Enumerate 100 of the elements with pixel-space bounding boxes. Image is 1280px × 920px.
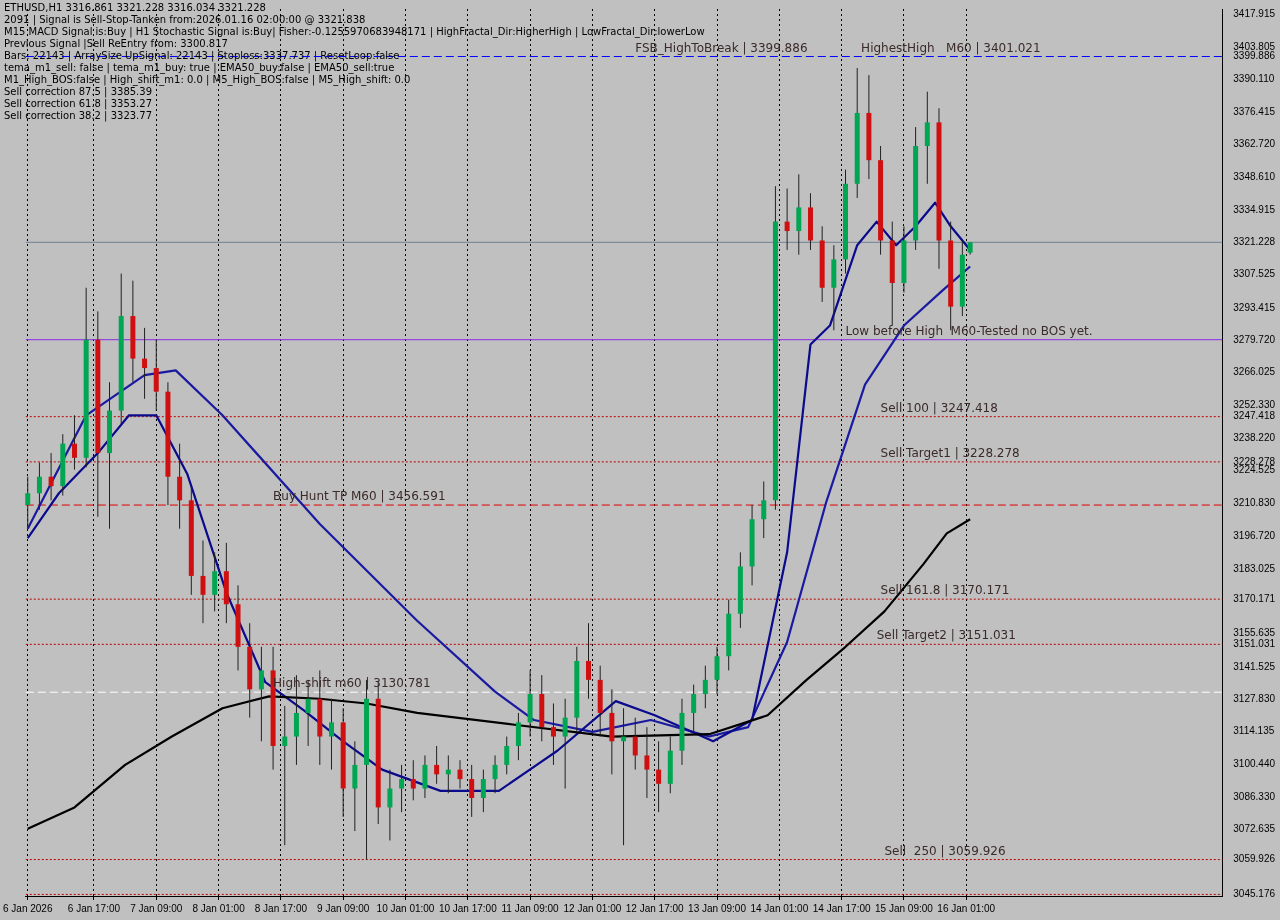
candlestick — [492, 754, 498, 794]
annotation: Sell Target2 | 3151.031 — [876, 628, 1016, 643]
candlestick — [258, 646, 264, 742]
annotation: ETHUSD,H1 3316.861 3321.228 3316.034 3321.228 — [4, 2, 267, 14]
x-tick-label: 9 Jan 09:00 — [317, 902, 370, 914]
y-tick-label: 3252.330 — [1233, 398, 1276, 410]
candlestick — [632, 717, 638, 771]
candlestick — [796, 173, 802, 256]
y-tick-label: 3127.830 — [1233, 692, 1276, 704]
x-tick-label: 12 Jan 01:00 — [563, 902, 622, 914]
x-tick-label: 13 Jan 09:00 — [688, 902, 747, 914]
y-tick-label: 3196.720 — [1233, 530, 1276, 542]
x-tick-label: 10 Jan 17:00 — [438, 902, 498, 914]
candlestick — [328, 698, 334, 771]
y-tick-label: 3293.415 — [1233, 301, 1276, 313]
x-tick-label: 14 Jan 01:00 — [750, 902, 809, 914]
candlestick — [644, 726, 650, 799]
annotation: Sell 161.8 | 3170.171 — [880, 583, 1010, 598]
candlestick — [784, 188, 790, 251]
candlestick — [352, 740, 358, 832]
y-tick-label: 3362.720 — [1233, 138, 1276, 150]
candlestick — [282, 705, 288, 846]
candlestick — [399, 764, 405, 813]
x-tick-label: 8 Jan 17:00 — [254, 902, 308, 914]
candlestick — [656, 740, 662, 813]
annotation: Sell 250 | 3059.926 — [884, 843, 1006, 858]
annotation: Sell correction 87.5 | 3385.39 — [4, 86, 153, 98]
candlestick — [387, 769, 393, 841]
candlestick — [422, 754, 428, 799]
y-tick-label: 3247.418 — [1233, 410, 1276, 422]
x-tick-label: 8 Jan 01:00 — [192, 902, 246, 914]
y-tick-label: 3307.525 — [1233, 268, 1276, 280]
candlestick — [200, 539, 206, 624]
candlestick — [714, 646, 720, 695]
annotation: Buy Hunt TP M60 | 3456.591 — [273, 489, 446, 504]
y-tick-label: 3210.830 — [1233, 496, 1276, 508]
y-tick-label: 3399.886 — [1233, 50, 1276, 62]
candlestick — [434, 745, 440, 785]
y-tick-label: 3072.635 — [1233, 823, 1276, 835]
y-tick-label: 3141.525 — [1233, 660, 1276, 672]
x-tick-label: 16 Jan 01:00 — [937, 902, 996, 914]
candlestick — [550, 702, 556, 766]
candlestick — [25, 476, 31, 530]
candlestick — [142, 327, 148, 400]
x-tick-label: 11 Jan 09:00 — [501, 902, 560, 914]
y-tick-label: 3321.228 — [1233, 236, 1276, 248]
y-tick-label: 3334.915 — [1233, 203, 1276, 215]
y-tick-label: 3059.926 — [1233, 853, 1276, 865]
candlestick — [48, 452, 54, 501]
candlestick — [469, 764, 475, 818]
candlestick — [515, 712, 521, 761]
x-tick-label: 12 Jan 17:00 — [625, 902, 685, 914]
annotation: M15 MACD Signal is:Buy | H1 Stochastic Signal is:Buy| Fisher:-0.1255970683948171 | HighFractal_Dir:HigherHigh | LowFractal_Dir:lowerLow — [4, 26, 705, 38]
candlestick — [457, 759, 463, 790]
candlestick — [36, 462, 42, 511]
annotation: tema_m1_sell: false | tema_m1_buy: true | EMA50_buy:false | EMA50_sell:true — [4, 62, 396, 74]
y-tick-label: 3417.915 — [1233, 7, 1276, 19]
x-tick-label: 15 Jan 09:00 — [875, 902, 934, 914]
x-tick-label: 14 Jan 17:00 — [812, 902, 871, 914]
y-tick-label: 3045.176 — [1233, 888, 1276, 900]
candlestick — [924, 91, 930, 185]
annotation: Sell 100 | 3247.418 — [880, 400, 998, 415]
y-tick-label: 3348.610 — [1233, 171, 1276, 183]
candlestick — [480, 769, 486, 813]
y-tick-label: 3224.525 — [1233, 464, 1276, 476]
candlestick — [410, 759, 416, 801]
candlestick — [761, 480, 767, 539]
y-tick-label: 3151.031 — [1233, 638, 1276, 650]
y-tick-label: 3183.025 — [1233, 562, 1276, 574]
candlestick — [177, 443, 183, 530]
y-tick-label: 3266.025 — [1233, 366, 1276, 378]
candlestick — [212, 551, 218, 612]
annotation: 2091 | Signal is Sell-Stop-Tanken from:2026.01.16 02:00:00 @ 3321.838 — [4, 14, 367, 26]
annotation: HighestHigh M60 | 3401.021 — [861, 40, 1041, 55]
y-tick-label: 3170.171 — [1233, 592, 1276, 604]
x-tick-label: 6 Jan 2026 — [2, 902, 53, 914]
y-tick-label: 3086.330 — [1233, 790, 1276, 802]
annotation: Sell correction 38.2 | 3323.77 — [4, 110, 153, 122]
y-tick-label: 3100.440 — [1233, 757, 1276, 769]
x-tick-label: 7 Jan 09:00 — [130, 902, 183, 914]
y-tick-label: 3279.720 — [1233, 334, 1276, 346]
candlestick — [153, 339, 159, 412]
annotation: Sell Target1 | 3228.278 — [880, 446, 1020, 461]
candlestick — [71, 414, 77, 471]
y-tick-label: 3238.220 — [1233, 432, 1276, 444]
candlestick — [702, 665, 708, 709]
candlestick — [562, 698, 568, 790]
candlestick — [504, 736, 510, 775]
annotation: Previous Signal |Sell ReEntry from: 3300.817 — [4, 38, 228, 49]
y-tick-label: 3155.635 — [1233, 627, 1276, 639]
x-tick-label: 10 Jan 01:00 — [376, 902, 435, 914]
x-tick-label: 6 Jan 17:00 — [67, 902, 121, 914]
candlestick — [691, 684, 697, 733]
candlestick — [586, 622, 592, 700]
y-tick-label: 3228.278 — [1233, 455, 1276, 467]
y-tick-label: 3376.415 — [1233, 105, 1276, 117]
annotation: Sell correction 61.8 | 3353.27 — [4, 98, 153, 110]
y-tick-label: 3114.135 — [1233, 725, 1275, 737]
y-tick-label: 3390.110 — [1233, 73, 1275, 85]
y-tick-label: 3403.805 — [1233, 41, 1276, 53]
